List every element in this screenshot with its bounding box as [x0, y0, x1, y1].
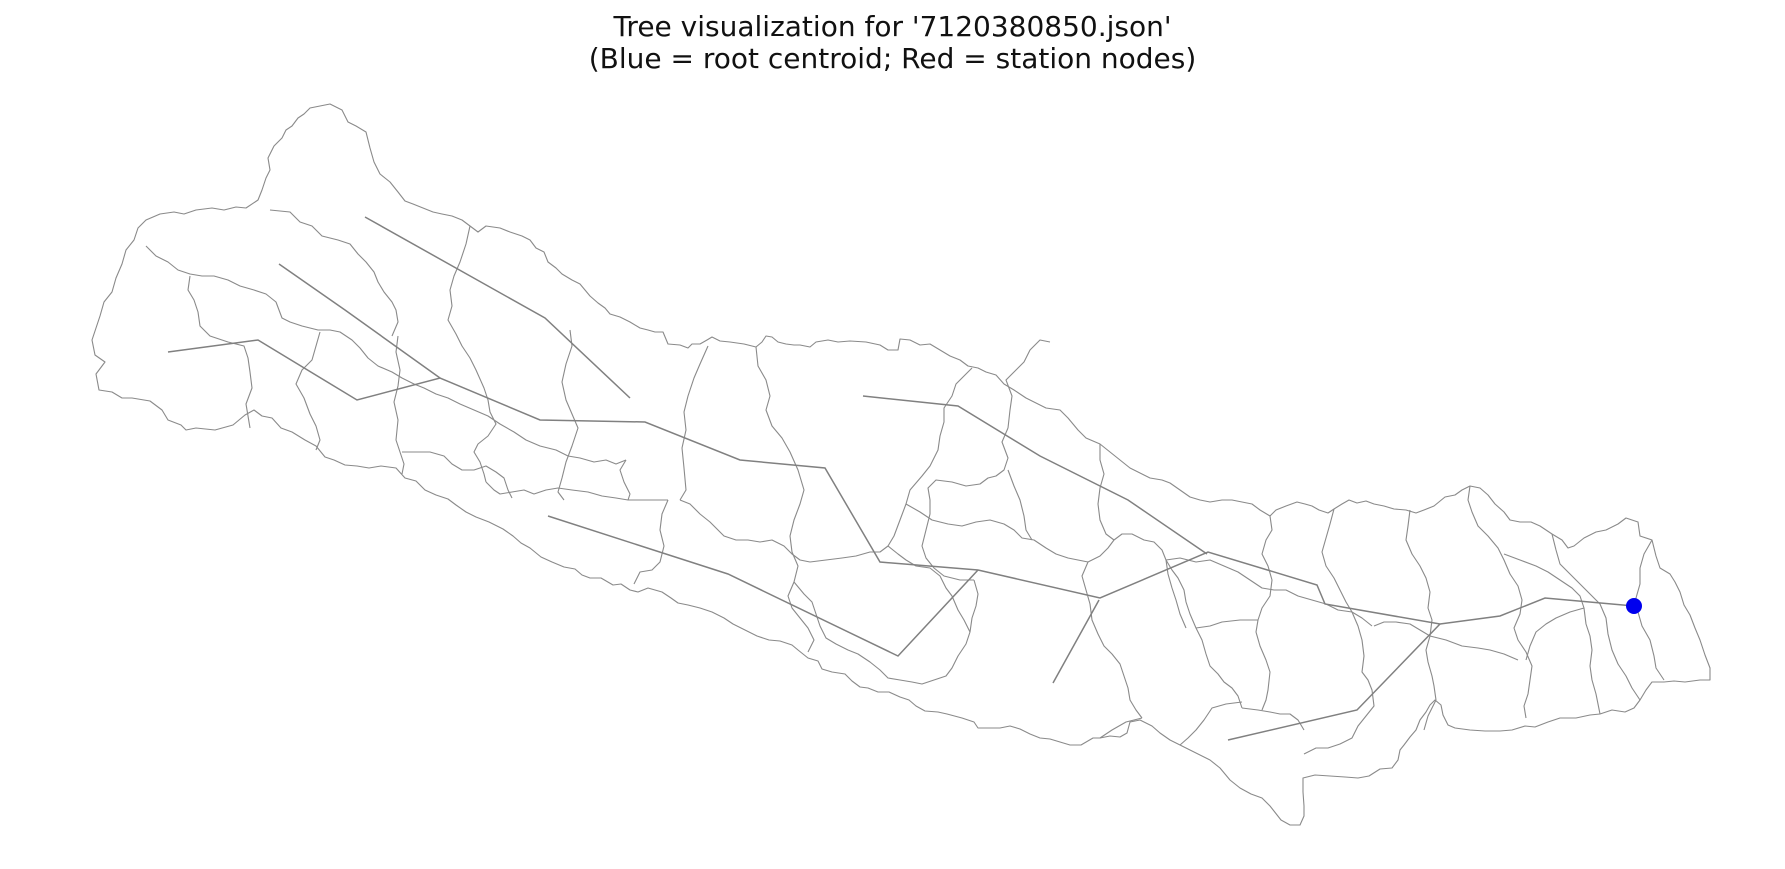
sub-basin-dividers [145, 209, 1665, 755]
figure-subtitle: (Blue = root centroid; Red = station nod… [588, 42, 1197, 75]
basin-outline [91, 103, 1711, 826]
tree-edges [167, 216, 1635, 741]
figure-title: Tree visualization for '7120380850.json' [613, 10, 1172, 43]
root-centroid-marker [1626, 598, 1642, 614]
